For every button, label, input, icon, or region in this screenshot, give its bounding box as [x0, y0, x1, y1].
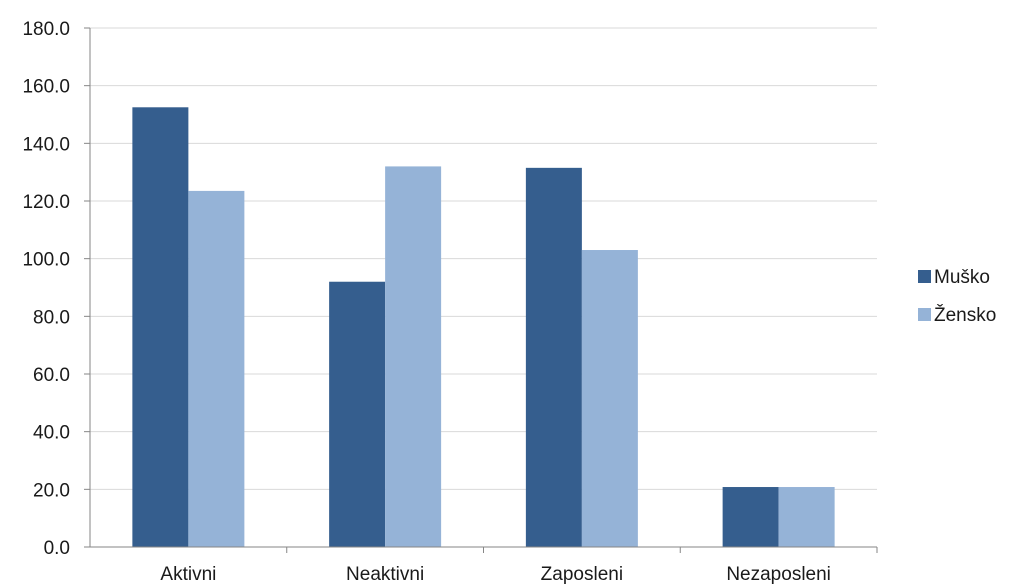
legend-label: Muško — [934, 267, 990, 288]
y-tick-label: 60.0 — [33, 365, 70, 386]
y-tick-label: 40.0 — [33, 423, 70, 444]
y-tick-label: 80.0 — [33, 307, 70, 328]
x-axis-labels: Aktivni Neaktivni Zaposleni Nezaposleni — [160, 564, 831, 585]
bar-musko-2 — [525, 167, 582, 547]
bar-musko-0 — [132, 107, 189, 548]
x-category-label: Zaposleni — [541, 564, 623, 585]
legend-swatch — [918, 308, 931, 321]
legend: Muško Žensko — [918, 267, 996, 326]
legend-swatch — [918, 270, 931, 283]
y-tick-label: 140.0 — [22, 134, 70, 155]
x-category-label: Aktivni — [160, 564, 216, 585]
y-tick-label: 20.0 — [33, 480, 70, 501]
bar-zensko-0 — [188, 190, 245, 548]
bar-zensko-1 — [385, 166, 442, 547]
bar-zensko-2 — [581, 250, 638, 547]
x-category-label: Nezaposleni — [726, 564, 831, 585]
axes — [84, 27, 878, 553]
x-category-label: Neaktivni — [346, 564, 424, 585]
bar-musko-3 — [722, 487, 779, 547]
legend-label: Žensko — [934, 304, 996, 326]
y-tick-label: 180.0 — [22, 19, 70, 40]
y-tick-label: 160.0 — [22, 77, 70, 98]
y-tick-label: 100.0 — [22, 250, 70, 271]
bar-musko-1 — [329, 281, 386, 547]
y-tick-label: 0.0 — [44, 538, 70, 559]
y-axis-ticks: 0.0 20.0 40.0 60.0 80.0 100.0 120.0 140.0 160.0 1… — [22, 19, 70, 559]
bar-zensko-3 — [778, 487, 835, 547]
bars — [132, 107, 835, 548]
y-tick-label: 120.0 — [22, 192, 70, 213]
